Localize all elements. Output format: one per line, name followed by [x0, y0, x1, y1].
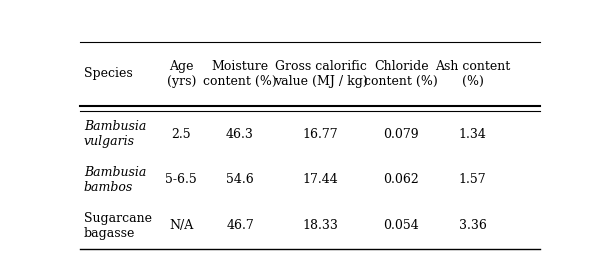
Text: 3.36: 3.36: [458, 219, 487, 232]
Text: Ash content
(%): Ash content (%): [435, 60, 510, 88]
Text: Chloride
content (%): Chloride content (%): [364, 60, 438, 88]
Text: Bambusia
bambos: Bambusia bambos: [84, 166, 146, 194]
Text: Bambusia
vulgaris: Bambusia vulgaris: [84, 120, 146, 148]
Text: 1.57: 1.57: [459, 173, 486, 186]
Text: 0.062: 0.062: [384, 173, 419, 186]
Text: 18.33: 18.33: [303, 219, 338, 232]
Text: Age
(yrs): Age (yrs): [166, 60, 196, 88]
Text: Species: Species: [84, 67, 133, 80]
Text: 17.44: 17.44: [303, 173, 338, 186]
Text: 0.054: 0.054: [384, 219, 419, 232]
Text: Moisture
content (%): Moisture content (%): [203, 60, 277, 88]
Text: 0.079: 0.079: [384, 127, 419, 140]
Text: 16.77: 16.77: [303, 127, 338, 140]
Text: 46.7: 46.7: [226, 219, 254, 232]
Text: N/A: N/A: [169, 219, 194, 232]
Text: Gross calorific
value (MJ / kg): Gross calorific value (MJ / kg): [274, 60, 367, 88]
Text: Sugarcane
bagasse: Sugarcane bagasse: [84, 212, 152, 240]
Text: 1.34: 1.34: [458, 127, 487, 140]
Text: 2.5: 2.5: [171, 127, 191, 140]
Text: 5-6.5: 5-6.5: [165, 173, 197, 186]
Text: 46.3: 46.3: [226, 127, 254, 140]
Text: 54.6: 54.6: [226, 173, 254, 186]
